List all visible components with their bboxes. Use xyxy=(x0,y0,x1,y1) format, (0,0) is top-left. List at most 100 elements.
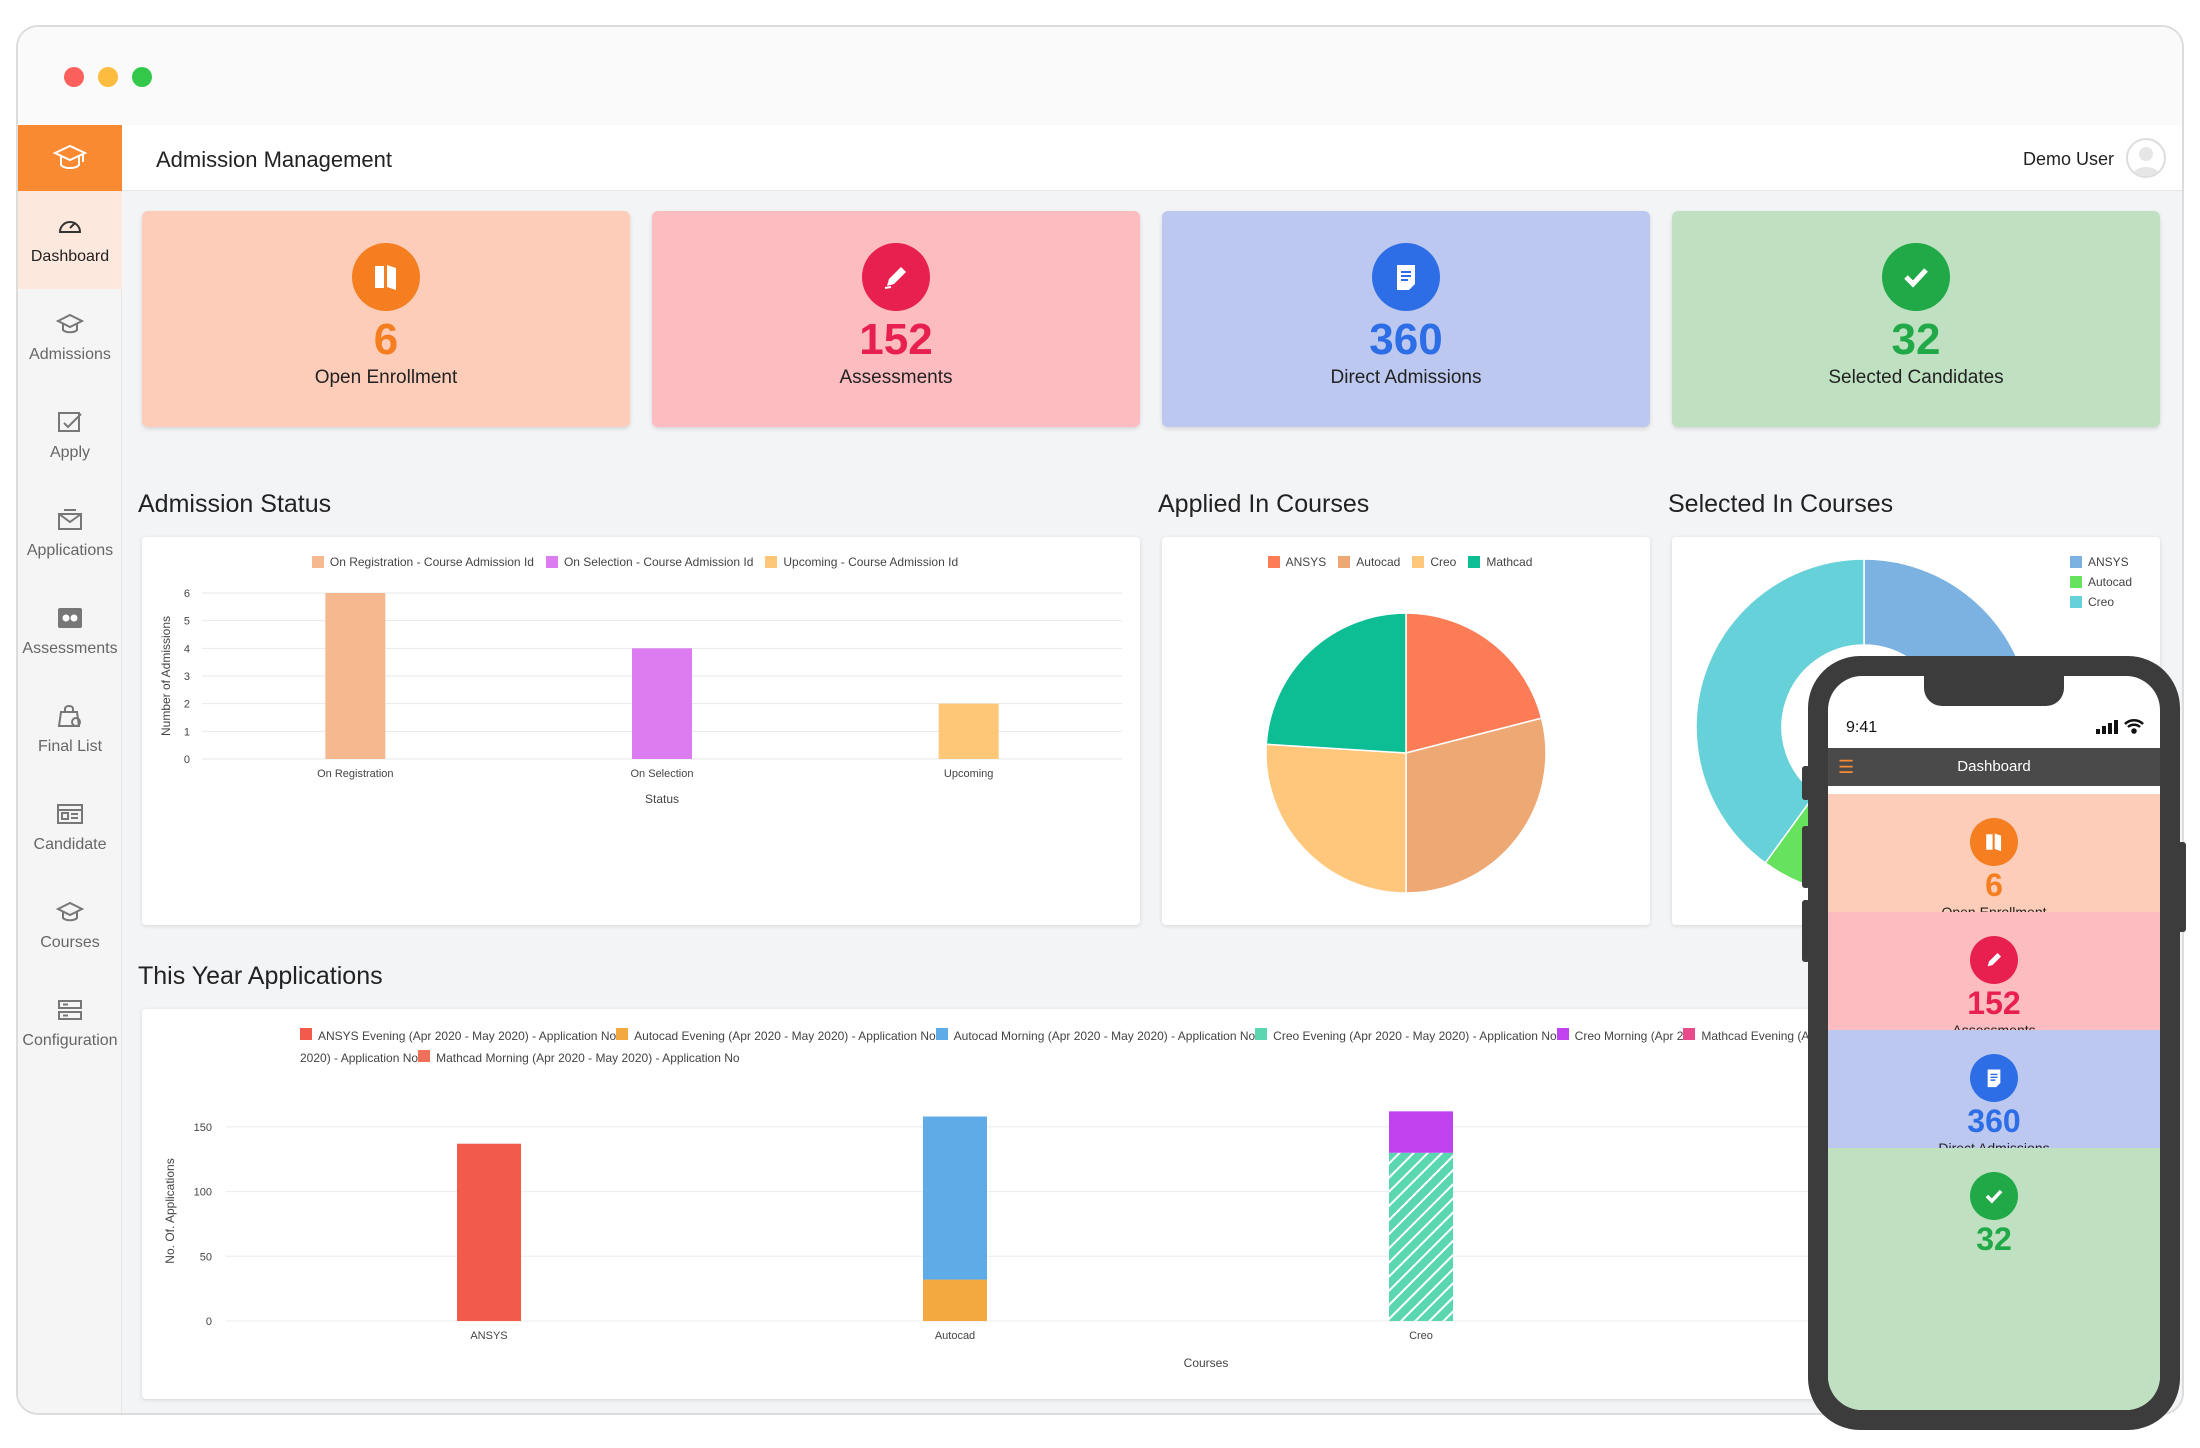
legend-item[interactable]: Creo Morning (Apr 2 xyxy=(1556,1028,1683,1043)
x-tick-label: Creo xyxy=(1409,1330,1433,1342)
pie-slice xyxy=(1405,612,1543,754)
legend-item[interactable]: Upcoming - Course Admission Id xyxy=(765,555,958,569)
stat-value: 32 xyxy=(1976,1221,2012,1257)
bar xyxy=(1389,1111,1453,1153)
sidebar-item-candidate[interactable]: Candidate xyxy=(18,779,122,877)
legend-item[interactable]: Mathcad Morning (Apr 2020 - May 2020) - … xyxy=(418,1050,740,1065)
legend-swatch xyxy=(935,1028,948,1040)
x-tick-label: ANSYS xyxy=(470,1330,507,1342)
bar xyxy=(1389,1152,1453,1321)
stat-value: 6 xyxy=(373,315,399,364)
sidebar-item-apply[interactable]: Apply xyxy=(18,387,122,485)
wifi-icon xyxy=(2124,719,2144,734)
legend-item[interactable]: Autocad Evening (Apr 2020 - May 2020) - … xyxy=(616,1028,936,1043)
legend-label: Autocad Morning (Apr 2020 - May 2020) - … xyxy=(953,1029,1256,1043)
legend-swatch xyxy=(1468,556,1481,568)
sidebar-item-label: Apply xyxy=(49,444,91,461)
minimize-window-button[interactable] xyxy=(98,67,118,87)
stat-card-selected-candidates[interactable]: 32 Selected Candidates xyxy=(1672,211,2160,427)
config-icon xyxy=(58,1000,82,1020)
y-tick-label: 2 xyxy=(184,699,190,711)
stat-card-open-enrollment[interactable]: 6 Open Enrollment xyxy=(142,211,630,427)
sidebar-item-label: Applications xyxy=(26,542,114,559)
legend-item[interactable]: Creo xyxy=(1412,555,1456,569)
pen-icon xyxy=(862,243,930,311)
phone-side-button xyxy=(1802,766,1810,800)
sidebar-item-label: Dashboard xyxy=(30,248,110,265)
x-axis-title: Courses xyxy=(1184,1356,1229,1370)
legend-swatch xyxy=(1338,556,1351,568)
bar xyxy=(325,593,386,759)
checkmark-icon xyxy=(1882,243,1950,311)
stat-card-direct-admissions[interactable]: 360 Direct Admissions xyxy=(1162,211,1650,427)
bar xyxy=(923,1116,987,1280)
sidebar-item-dashboard[interactable]: Dashboard xyxy=(18,191,122,289)
legend-swatch xyxy=(300,1028,312,1040)
legend-label: Mathcad Morning (Apr 2020 - May 2020) - … xyxy=(436,1051,740,1065)
y-tick-label: 150 xyxy=(194,1122,212,1134)
pie-slice xyxy=(1265,612,1407,754)
legend-item[interactable]: Creo xyxy=(2070,595,2132,609)
pie-slice xyxy=(1405,717,1547,894)
sidebar-item-assessments[interactable]: Assessments xyxy=(18,583,122,681)
document-icon xyxy=(1970,1054,2018,1102)
chart-legend: ANSYS Autocad Creo xyxy=(2070,555,2132,615)
avatar[interactable] xyxy=(2126,138,2166,178)
legend-item[interactable]: ANSYS xyxy=(2070,555,2132,569)
app-logo[interactable] xyxy=(18,125,122,191)
legend-item[interactable]: ANSYS Evening (Apr 2020 - May 2020) - Ap… xyxy=(300,1028,616,1043)
close-window-button[interactable] xyxy=(64,67,84,87)
legend-item[interactable]: On Registration - Course Admission Id xyxy=(311,555,534,569)
user-name[interactable]: Demo User xyxy=(2022,149,2114,169)
admission-status-chart: 0 1 2 3 4 5 6 On Registration On Selection Upcomi… xyxy=(159,588,1122,806)
mortarboard-icon xyxy=(56,901,84,922)
y-tick-label: 3 xyxy=(184,671,190,683)
legend-item[interactable]: Autocad xyxy=(1338,555,1400,569)
stat-value: 32 xyxy=(1891,315,1941,364)
legend-label: ANSYS xyxy=(1285,555,1327,569)
phone-side-button xyxy=(1802,900,1810,962)
sidebar-item-admissions[interactable]: Admissions xyxy=(18,289,122,387)
hamburger-menu-icon[interactable]: ☰ xyxy=(1838,757,1855,777)
legend-item[interactable]: Autocad Morning (Apr 2020 - May 2020) - … xyxy=(935,1028,1256,1043)
phone-status-time: 9:41 xyxy=(1846,719,1878,736)
legend-swatch xyxy=(765,556,778,568)
sidebar-item-final-list[interactable]: Final List xyxy=(18,681,122,779)
legend-swatch xyxy=(2070,576,2082,588)
legend-item[interactable]: Creo Evening (Apr 2020 - May 2020) - App… xyxy=(1255,1028,1557,1043)
document-icon xyxy=(1372,243,1440,311)
sidebar-item-label: Configuration xyxy=(22,1032,118,1049)
sidebar-item-configuration[interactable]: Configuration xyxy=(18,975,122,1073)
phone-side-button xyxy=(2178,842,2186,932)
legend-swatch xyxy=(1556,1028,1569,1040)
legend-item[interactable]: Autocad xyxy=(2070,575,2132,589)
pie-slice xyxy=(1695,558,1865,864)
phone-stat-card-selected-candidates[interactable]: 32 xyxy=(1828,1148,2160,1410)
maximize-window-button[interactable] xyxy=(132,67,152,87)
sidebar-item-courses[interactable]: Courses xyxy=(18,877,122,975)
dashboard-icon xyxy=(58,221,82,233)
legend-swatch xyxy=(1683,1028,1696,1040)
applied-in-courses-panel: ANSYS Autocad Creo Mathcad xyxy=(1162,537,1650,925)
legend-swatch xyxy=(616,1028,629,1040)
stat-label: Assessments xyxy=(839,367,953,388)
stat-value: 360 xyxy=(1369,315,1443,364)
mortarboard-icon xyxy=(52,144,88,169)
x-axis-title: Status xyxy=(645,792,679,806)
stat-card-assessments[interactable]: 152 Assessments xyxy=(652,211,1140,427)
id-card-icon xyxy=(57,804,83,824)
chart-legend: ANSYS Autocad Creo Mathcad xyxy=(1162,555,1650,569)
legend-item[interactable]: ANSYS xyxy=(1267,555,1327,569)
legend-item[interactable]: Mathcad xyxy=(1468,555,1532,569)
sidebar-item-applications[interactable]: Applications xyxy=(18,485,122,583)
legend-item[interactable]: On Selection - Course Admission Id xyxy=(545,555,753,569)
book-icon xyxy=(1970,818,2018,866)
stat-value: 152 xyxy=(859,315,933,364)
selected-in-courses-title: Selected In Courses xyxy=(1668,490,1894,518)
legend-swatch xyxy=(1255,1028,1268,1040)
pen-icon xyxy=(1970,936,2018,984)
admission-status-panel: On Registration - Course Admission Id On … xyxy=(142,537,1140,925)
top-header: Admission Management Demo User xyxy=(122,125,2182,191)
legend-swatch xyxy=(311,556,324,568)
bar xyxy=(938,703,999,759)
